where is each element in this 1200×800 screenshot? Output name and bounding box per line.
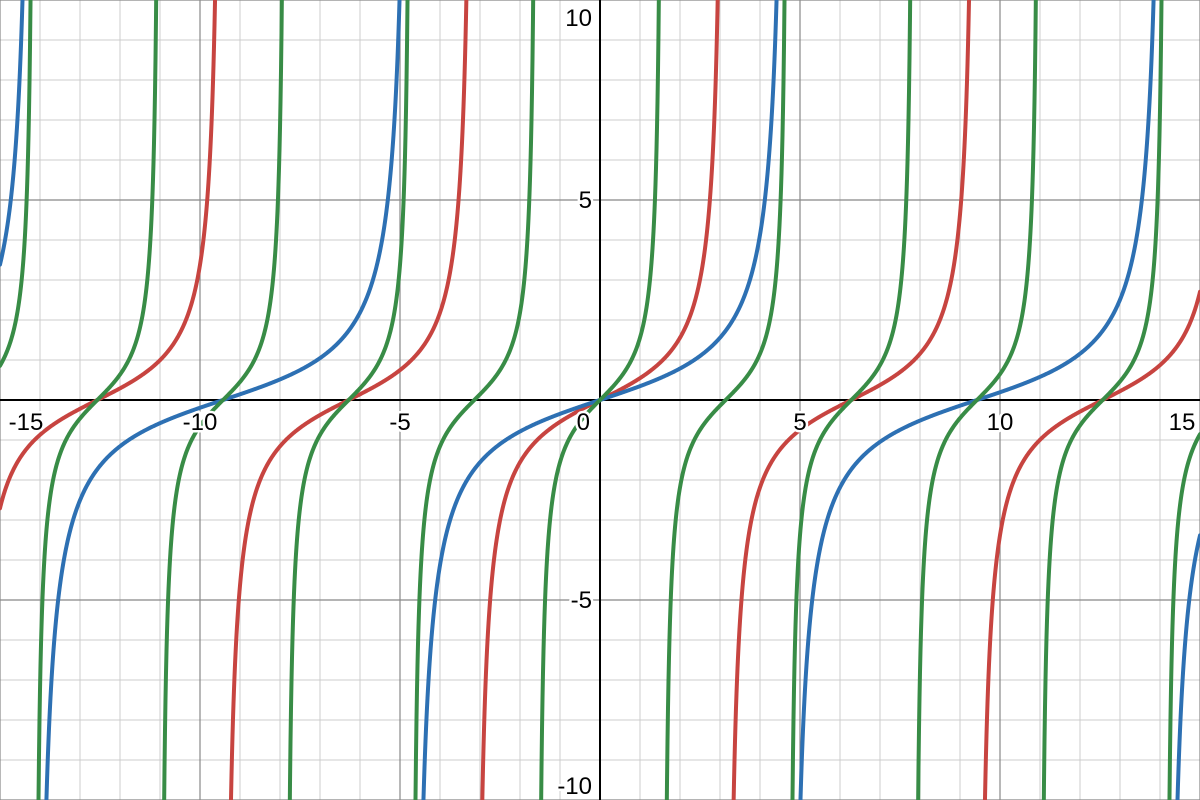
x-tick-label: -5 <box>389 409 410 436</box>
x-tick-label: 0 <box>577 409 590 436</box>
y-tick-label: -10 <box>557 773 592 800</box>
x-tick-label: 10 <box>987 409 1014 436</box>
tick-labels: -15 -10 -5 0 5 10 15 10 5 -5 -10 <box>9 5 1196 800</box>
y-tick-label: -5 <box>571 587 592 614</box>
x-tick-label: 5 <box>793 409 806 436</box>
x-tick-label: 15 <box>1169 409 1196 436</box>
x-tick-label: -15 <box>9 409 44 436</box>
x-tick-label: -10 <box>183 409 218 436</box>
y-tick-label: 10 <box>565 5 592 32</box>
y-tick-label: 5 <box>579 187 592 214</box>
